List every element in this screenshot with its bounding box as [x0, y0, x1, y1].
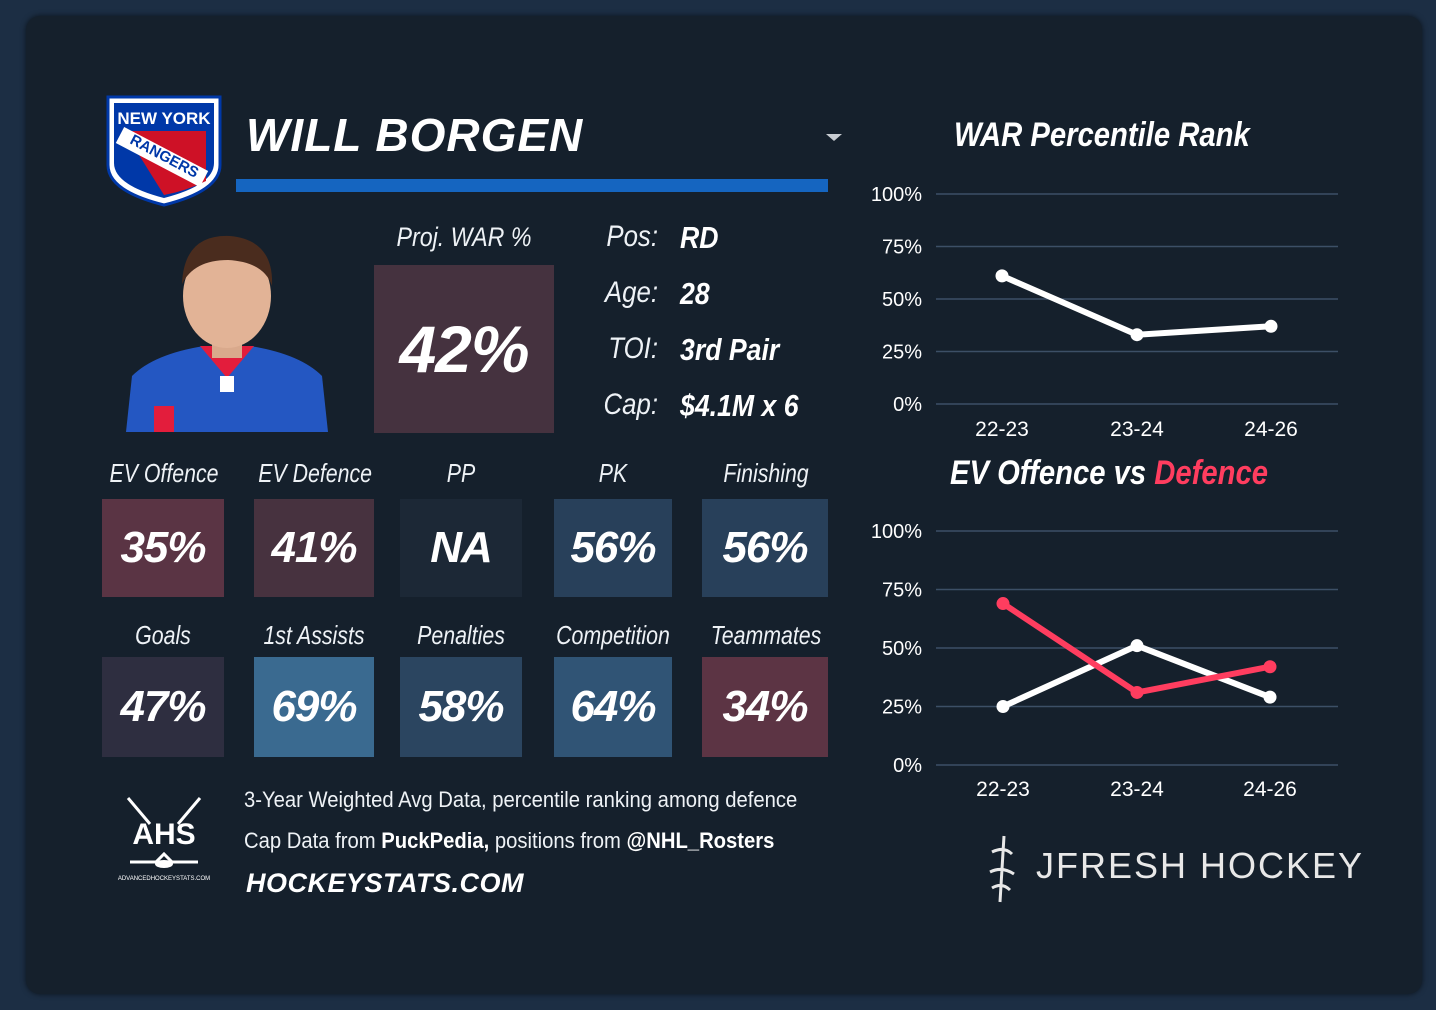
- stat-box-teammates: 34%: [702, 657, 828, 757]
- stat-box-ev-defence: 41%: [254, 499, 374, 597]
- x-tick-label: 22-23: [975, 418, 1029, 441]
- stat-box-penalties: 58%: [400, 657, 522, 757]
- ahs-logo: AHS ADVANCEDHOCKEYSTATS.COM: [118, 797, 210, 882]
- stat-box-1st-assists: 69%: [254, 657, 374, 757]
- stat-label-ev-offence: EV Offence: [109, 458, 219, 488]
- stat-box-ev-offence: 35%: [102, 499, 224, 597]
- data-point: [1263, 660, 1277, 674]
- nhl-rosters-link[interactable]: @NHL_Rosters: [626, 828, 775, 853]
- data-point: [1130, 639, 1144, 653]
- info-age-key: Age:: [604, 276, 658, 309]
- stat-box-goals: 47%: [102, 657, 224, 757]
- info-pos-key: Pos:: [606, 220, 658, 253]
- stat-box-competition: 64%: [554, 657, 672, 757]
- ahs-logo-text: AHS: [132, 818, 195, 851]
- proj-war-box: 42%: [374, 265, 554, 433]
- y-tick-label: 50%: [882, 289, 922, 311]
- stat-label-goals: Goals: [135, 620, 191, 650]
- stat-label-pk: PK: [598, 458, 628, 488]
- stat-value: 64%: [570, 682, 656, 731]
- footer-sources: Cap Data from PuckPedia, positions from …: [244, 828, 774, 854]
- ev-offence-defence-chart: 0% 25% 50% 75% 100% 22-23 23-24 24-26: [871, 521, 1338, 801]
- war-percentile-chart: 0% 25% 50% 75% 100% 22-23 23-24 24-26: [871, 184, 1338, 441]
- footer-sources-middle: positions from: [489, 828, 627, 853]
- y-tick-label: 100%: [871, 184, 922, 206]
- y-tick-label: 75%: [882, 237, 922, 259]
- data-point: [995, 269, 1009, 283]
- stat-value: 47%: [120, 682, 206, 731]
- stat-value: 69%: [271, 682, 357, 731]
- stat-box-pp: NA: [400, 499, 522, 597]
- ev-chart-title: EV Offence vs Defence: [950, 454, 1268, 493]
- data-point: [996, 700, 1010, 713]
- info-age-value: 28: [680, 276, 710, 311]
- data-point: [1264, 319, 1278, 333]
- info-toi-value: 3rd Pair: [680, 332, 780, 367]
- player-select-dropdown[interactable]: [822, 128, 846, 146]
- logo-text-ny: NEW YORK: [117, 109, 211, 128]
- y-tick-label: 25%: [882, 697, 922, 719]
- stat-label-penalties: Penalties: [417, 620, 505, 650]
- data-point: [996, 597, 1010, 611]
- data-point: [1130, 685, 1144, 699]
- ev-title-vs: vs: [1105, 454, 1155, 492]
- chevron-down-icon: [826, 134, 842, 141]
- stat-value: 56%: [722, 523, 808, 572]
- stat-label-ev-defence: EV Defence: [258, 458, 373, 488]
- x-tick-label: 24-26: [1243, 778, 1297, 801]
- info-cap-value: $4.1M x 6: [680, 388, 799, 423]
- stat-label-pp: PP: [446, 458, 476, 488]
- info-toi-key: TOI:: [608, 332, 658, 365]
- y-tick-label: 75%: [882, 580, 922, 602]
- footer-sources-prefix: Cap Data from: [244, 828, 382, 853]
- data-point: [1263, 690, 1277, 704]
- jfresh-brand-text: JFRESH HOCKEY: [1036, 845, 1365, 886]
- stat-value: 41%: [271, 523, 357, 572]
- y-tick-label: 50%: [882, 638, 922, 660]
- x-tick-label: 23-24: [1110, 418, 1164, 441]
- stat-label-1st-assists: 1st Assists: [263, 620, 365, 650]
- y-tick-label: 25%: [882, 342, 922, 364]
- stat-label-finishing: Finishing: [723, 458, 809, 488]
- stat-box-pk: 56%: [554, 499, 672, 597]
- y-tick-label: 0%: [893, 394, 922, 416]
- stat-box-finishing: 56%: [702, 499, 828, 597]
- data-point: [1130, 328, 1144, 342]
- proj-war-label: Proj. WAR %: [396, 222, 532, 252]
- jfresh-logo-icon: [989, 835, 1015, 903]
- name-underline-bar: [236, 179, 828, 192]
- site-link[interactable]: HOCKEYSTATS.COM: [246, 868, 525, 898]
- stat-value: 34%: [722, 682, 808, 731]
- ahs-logo-subtext: ADVANCEDHOCKEYSTATS.COM: [118, 876, 210, 882]
- stat-label-competition: Competition: [556, 620, 670, 650]
- stat-label-teammates: Teammates: [710, 620, 822, 650]
- player-headshot: [124, 226, 330, 432]
- x-tick-label: 22-23: [976, 778, 1030, 801]
- stat-value: 58%: [418, 682, 504, 731]
- footer-data-note: 3-Year Weighted Avg Data, percentile ran…: [244, 787, 798, 812]
- puckpedia-link[interactable]: PuckPedia,: [381, 828, 490, 853]
- player-name: WILL BORGEN: [246, 109, 584, 161]
- rangers-logo: NEW YORK RANGERS: [106, 95, 222, 207]
- war-chart-title: WAR Percentile Rank: [954, 116, 1250, 154]
- series-line: [999, 272, 1274, 338]
- ev-title-defence: Defence: [1154, 454, 1269, 492]
- proj-war-value: 42%: [399, 312, 529, 386]
- ev-title-offence: EV Offence: [950, 454, 1106, 492]
- y-tick-label: 0%: [893, 755, 922, 777]
- info-pos-value: RD: [680, 220, 719, 255]
- stat-value: 35%: [120, 523, 206, 572]
- x-tick-label: 24-26: [1244, 418, 1298, 441]
- y-tick-label: 100%: [871, 521, 922, 543]
- x-tick-label: 23-24: [1110, 778, 1164, 801]
- stat-value: 56%: [570, 523, 656, 572]
- stat-value: NA: [430, 523, 493, 572]
- info-cap-key: Cap:: [603, 388, 658, 421]
